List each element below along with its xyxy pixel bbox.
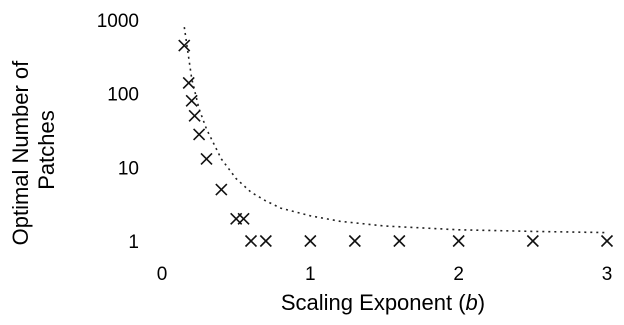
y-tick-label: 1 <box>128 232 139 253</box>
x-tick-label: 2 <box>453 264 464 285</box>
data-point-marker <box>185 94 198 107</box>
data-point-marker <box>600 234 614 248</box>
data-point-marker <box>193 128 206 141</box>
y-tick-labels: 1 10 100 1000 <box>97 11 139 253</box>
x-tick-labels: 0 1 2 3 <box>157 264 613 285</box>
y-axis-title: Optimal Number of Patches <box>8 55 59 246</box>
data-markers <box>178 39 614 248</box>
y-axis-title-line-2: Patches <box>34 110 59 190</box>
data-point-marker <box>200 152 213 166</box>
data-point-marker <box>526 234 539 248</box>
y-tick-label: 1000 <box>97 11 139 32</box>
data-point-marker <box>304 234 317 248</box>
y-tick-label: 100 <box>107 85 139 106</box>
data-point-marker <box>348 234 361 248</box>
x-tick-label: 3 <box>602 264 613 285</box>
x-tick-label: 0 <box>157 264 168 285</box>
y-axis-title-line-1: Optimal Number of <box>8 60 33 246</box>
y-tick-label: 10 <box>118 158 139 179</box>
data-point-marker <box>393 234 406 248</box>
data-point-marker <box>182 76 195 89</box>
data-point-marker <box>244 234 258 248</box>
data-point-marker <box>188 109 201 122</box>
data-point-marker <box>452 234 465 248</box>
data-point-marker <box>237 212 250 225</box>
data-point-marker <box>178 39 191 52</box>
data-point-marker <box>259 234 272 248</box>
fit-curve-dotted <box>183 26 608 234</box>
x-axis-title-part-2: ) <box>478 290 485 315</box>
x-tick-label: 1 <box>305 264 316 285</box>
x-axis-title-part-1: Scaling Exponent ( <box>281 290 466 315</box>
x-axis-title-variable: b <box>466 290 478 315</box>
data-point-marker <box>215 183 228 196</box>
x-axis-title: Scaling Exponent (b) <box>281 290 485 315</box>
